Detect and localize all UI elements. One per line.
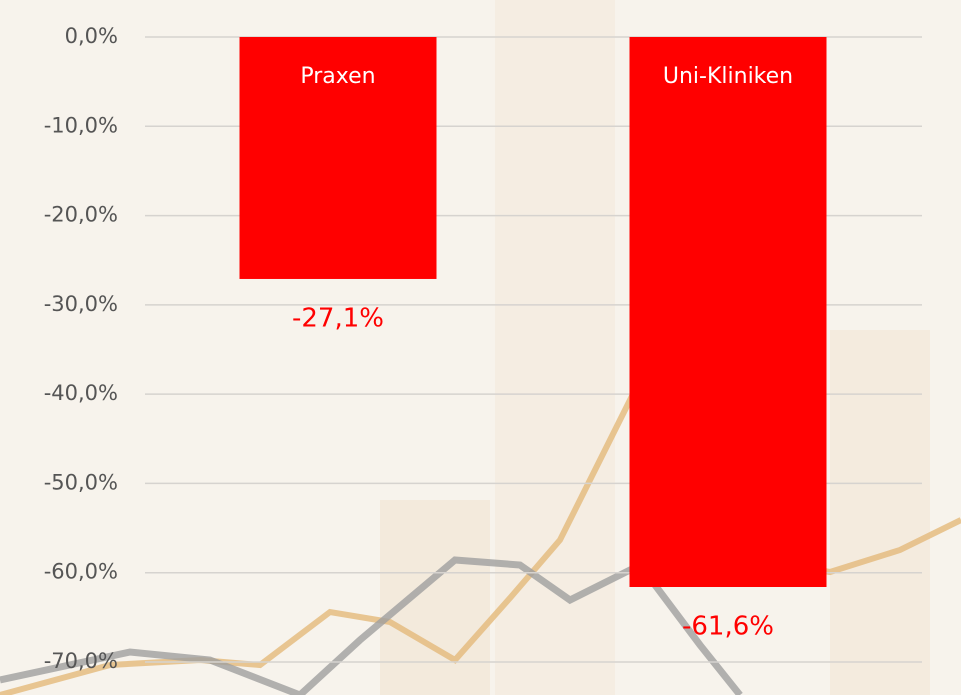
bar bbox=[239, 37, 437, 279]
y-tick-label: -10,0% bbox=[44, 113, 118, 137]
y-tick-label: -50,0% bbox=[44, 470, 118, 494]
y-tick-label: -60,0% bbox=[44, 560, 118, 584]
y-tick-label: -20,0% bbox=[44, 203, 118, 227]
category-label: Praxen bbox=[300, 64, 375, 89]
y-tick-label: -70,0% bbox=[44, 649, 118, 673]
bar bbox=[629, 37, 827, 587]
y-tick-label: -30,0% bbox=[44, 292, 118, 316]
value-label: -61,6% bbox=[682, 612, 774, 642]
value-label: -27,1% bbox=[292, 303, 384, 333]
y-tick-label: 0,0% bbox=[65, 24, 118, 48]
y-tick-label: -40,0% bbox=[44, 381, 118, 405]
category-label: Uni-Kliniken bbox=[663, 64, 793, 89]
